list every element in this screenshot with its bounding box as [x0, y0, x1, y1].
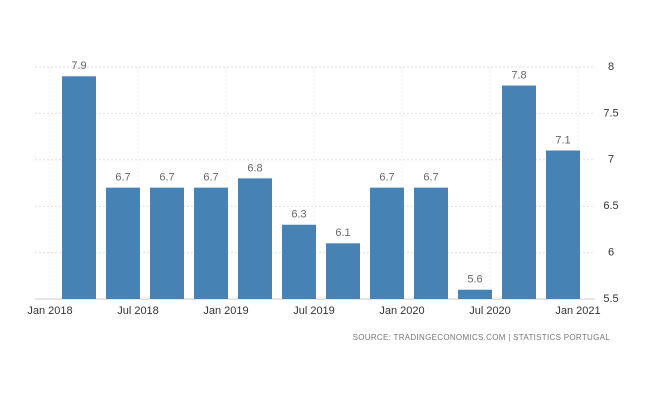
- x-tick-label: Jan 2020: [379, 305, 424, 317]
- x-tick-label: Jan 2018: [27, 305, 72, 317]
- value-label: 6.7: [159, 172, 174, 184]
- bar: [194, 187, 228, 299]
- value-label: 6.7: [423, 172, 438, 184]
- value-label: 6.3: [291, 209, 306, 221]
- bar: [546, 150, 580, 299]
- bar: [326, 243, 360, 299]
- y-tick-label: 8: [608, 61, 614, 73]
- y-tick-label: 5.5: [603, 293, 618, 305]
- bar: [150, 187, 184, 299]
- x-tick-label: Jan 2021: [555, 305, 600, 317]
- value-label: 5.6: [467, 274, 482, 286]
- value-label: 6.7: [203, 172, 218, 184]
- bar: [458, 289, 492, 299]
- bar: [502, 85, 536, 299]
- bar: [62, 76, 96, 299]
- y-tick-label: 6.5: [603, 200, 618, 212]
- value-label: 6.1: [335, 227, 350, 239]
- y-tick-label: 6: [608, 247, 614, 259]
- y-tick-label: 7.5: [603, 107, 618, 119]
- value-label: 7.8: [511, 69, 526, 81]
- bar: [282, 224, 316, 299]
- x-tick-label: Jul 2018: [117, 305, 159, 317]
- source: SOURCE: TRADINGECONOMICS.COM | STATISTIC…: [353, 333, 611, 342]
- value-label: 6.7: [379, 172, 394, 184]
- x-tick-label: Jul 2020: [469, 305, 511, 317]
- bar: [106, 187, 140, 299]
- value-label: 7.9: [71, 60, 86, 72]
- bar: [414, 187, 448, 299]
- value-label: 7.1: [555, 134, 570, 146]
- bar: [238, 178, 272, 299]
- value-label: 6.7: [115, 172, 130, 184]
- x-tick-label: Jan 2019: [203, 305, 248, 317]
- bar: [370, 187, 404, 299]
- value-label: 6.8: [247, 162, 262, 174]
- x-tick-label: Jul 2019: [293, 305, 335, 317]
- y-tick-label: 7: [608, 154, 614, 166]
